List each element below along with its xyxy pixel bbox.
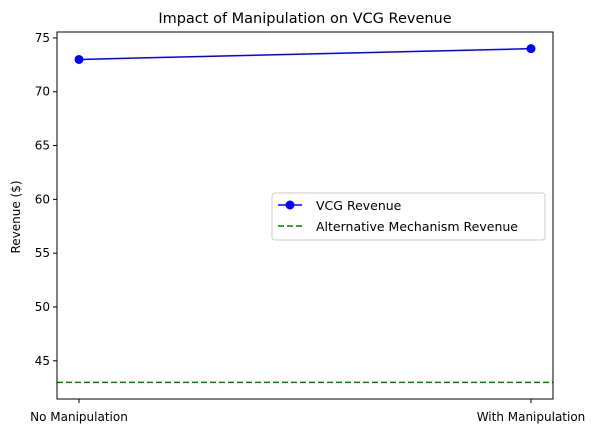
axis-ticks: 45 50 55 60 65 70 75 No Manipulation With Manipu…: [30, 31, 585, 424]
vcg-revenue-point: [526, 44, 536, 54]
series-lines: [74, 44, 536, 64]
vcg-revenue-point: [74, 54, 84, 64]
legend-vcg-marker: [285, 200, 295, 210]
x-tick-label: No Manipulation: [30, 410, 128, 424]
chart-title: Impact of Manipulation on VCG Revenue: [158, 11, 451, 27]
y-tick-label: 75: [35, 31, 50, 45]
legend-alternative-label: Alternative Mechanism Revenue: [316, 219, 518, 234]
vcg-revenue-line: [78, 47, 532, 61]
legend-box: [271, 192, 546, 241]
y-tick-label: 50: [35, 300, 50, 314]
plot-frame: [56, 31, 554, 400]
x-tick-label: With Manipulation: [477, 410, 586, 424]
y-tick-label: 45: [35, 354, 50, 368]
y-tick-label: 65: [35, 139, 50, 153]
legend-vcg-label: VCG Revenue: [316, 198, 402, 213]
legend: VCG Revenue Alternative Mechanism Revenu…: [271, 192, 546, 241]
y-tick-label: 70: [35, 85, 50, 99]
y-tick-label: 60: [35, 192, 50, 206]
y-tick-label: 55: [35, 246, 50, 260]
y-axis-label: Revenue ($): [9, 180, 23, 253]
